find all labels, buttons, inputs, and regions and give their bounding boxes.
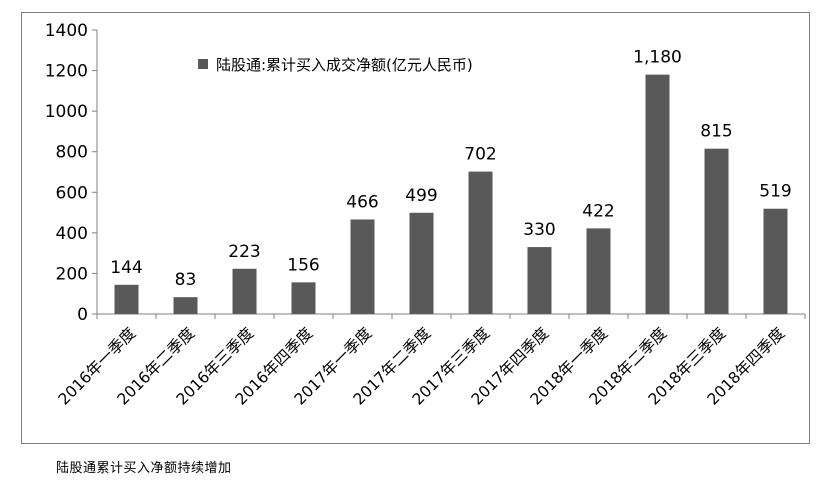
chart-caption: 陆股通累计买入净额持续增加 bbox=[56, 461, 232, 476]
bar bbox=[114, 284, 139, 314]
bar bbox=[586, 228, 611, 314]
y-tick-label: 1400 bbox=[45, 21, 88, 41]
data-label: 1,180 bbox=[633, 48, 682, 68]
data-label: 499 bbox=[405, 186, 437, 206]
data-label: 519 bbox=[759, 182, 791, 202]
data-label: 330 bbox=[523, 220, 555, 240]
data-label: 815 bbox=[700, 122, 732, 142]
bar bbox=[704, 148, 729, 314]
bar bbox=[232, 268, 257, 314]
chart-frame bbox=[21, 12, 810, 444]
data-label: 223 bbox=[228, 242, 260, 262]
data-label: 156 bbox=[287, 255, 319, 275]
bar bbox=[763, 208, 788, 314]
legend-swatch bbox=[198, 59, 208, 69]
y-tick-label: 200 bbox=[56, 264, 88, 284]
bar bbox=[527, 247, 552, 314]
data-label: 144 bbox=[110, 258, 142, 278]
bar bbox=[350, 219, 375, 314]
y-tick-label: 0 bbox=[77, 305, 88, 325]
y-tick-label: 1000 bbox=[45, 102, 88, 122]
data-label: 83 bbox=[175, 270, 197, 290]
data-label: 422 bbox=[582, 201, 614, 221]
data-label: 702 bbox=[464, 145, 496, 165]
y-tick-label: 600 bbox=[56, 183, 88, 203]
bar bbox=[468, 171, 493, 314]
legend-label: 陆股通:累计买入成交净额(亿元人民币) bbox=[216, 56, 473, 74]
y-tick-label: 800 bbox=[56, 143, 88, 163]
bar bbox=[173, 297, 198, 314]
bar bbox=[291, 282, 316, 314]
y-tick-label: 1200 bbox=[45, 62, 88, 82]
data-label: 466 bbox=[346, 192, 378, 212]
y-tick-label: 400 bbox=[56, 224, 88, 244]
bar bbox=[409, 212, 434, 314]
bar bbox=[645, 74, 670, 314]
